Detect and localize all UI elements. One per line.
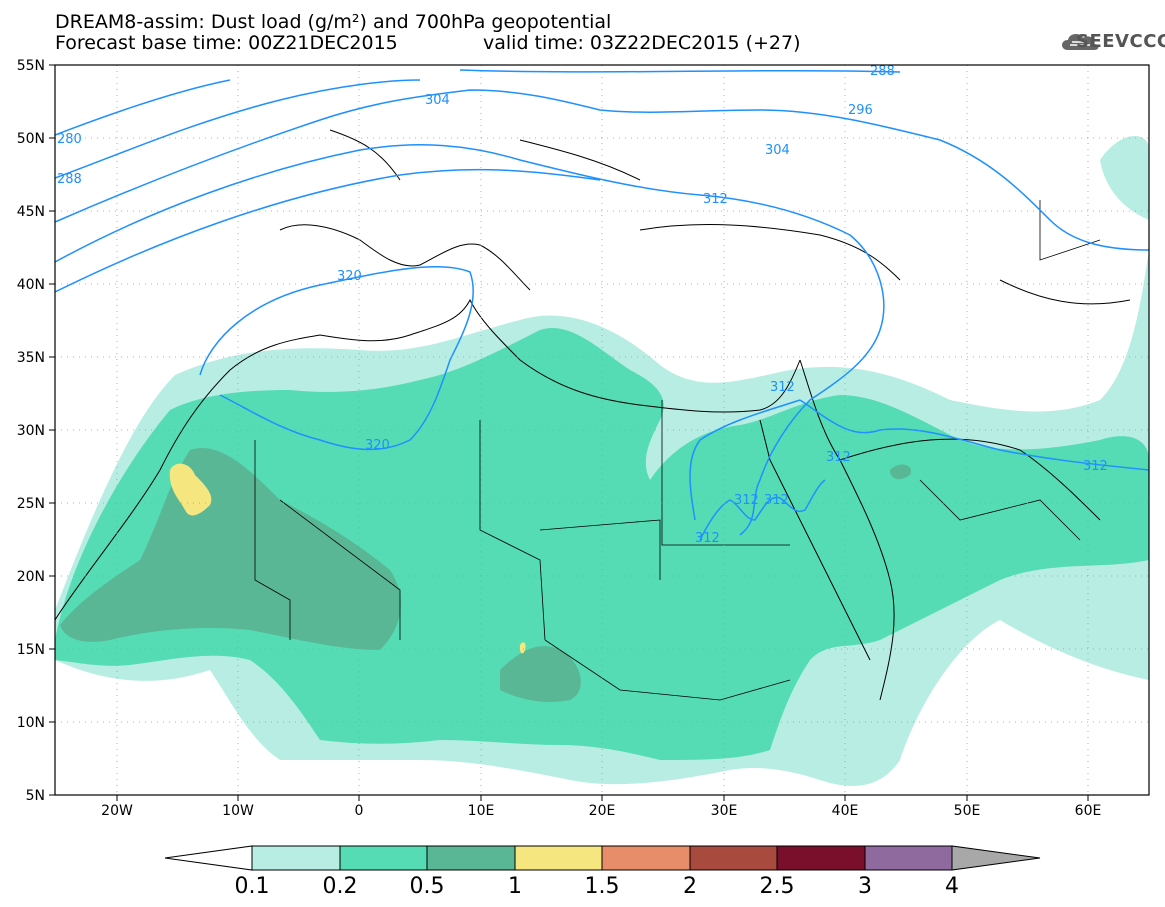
colorbar [164, 845, 1041, 871]
lon-label: 0 [355, 803, 364, 819]
contour-label: 312 [826, 450, 851, 465]
logo-text: SEEVCCC [1076, 31, 1165, 52]
colorbar-label: 2 [683, 874, 697, 899]
contour-label: 312 [695, 531, 720, 546]
geopotential-contours [55, 69, 1149, 541]
lon-label: 20E [589, 803, 616, 819]
contour-label: 312 [734, 493, 759, 508]
contour-label: 320 [337, 269, 362, 284]
lat-label: 15N [17, 642, 45, 658]
colorbar-swatch [689, 845, 778, 871]
colorbar-label: 0.1 [235, 874, 270, 899]
colorbar-swatch [514, 845, 603, 871]
axis-ticks [49, 64, 1089, 801]
colorbar-label: 0.2 [323, 874, 358, 899]
contour-label: 312 [770, 380, 795, 395]
dust-level-1 [169, 463, 212, 516]
lat-label: 45N [17, 204, 45, 220]
dust-level-0.1-caspian [1100, 136, 1149, 220]
dust-level-0.2 [55, 328, 1149, 760]
colorbar-label: 3 [858, 874, 872, 899]
lat-label: 25N [17, 496, 45, 512]
lat-label: 10N [17, 715, 45, 731]
colorbar-label: 0.5 [410, 874, 445, 899]
lat-label: 5N [26, 788, 45, 804]
contour-label: 312 [1083, 459, 1108, 474]
longitude-labels: 20W 10W 0 10E 20E 30E 40E 50E 60E [101, 803, 1101, 819]
colorbar-label: 4 [945, 874, 959, 899]
colorbar-swatch [864, 845, 953, 871]
colorbar-swatch [601, 845, 691, 871]
colorbar-swatch [251, 845, 341, 871]
lon-label: 20W [101, 803, 133, 819]
contour-label: 288 [57, 172, 82, 187]
dust-level-1-small [519, 642, 526, 654]
borders [254, 200, 1101, 701]
colorbar-swatch [339, 845, 428, 871]
lat-label: 30N [17, 423, 45, 439]
contour-label: 320 [365, 438, 390, 453]
colorbar-swatch [426, 845, 516, 871]
dust-level-0.5 [60, 448, 401, 650]
lon-label: 10W [222, 803, 254, 819]
colorbar-label: 1.5 [585, 874, 620, 899]
lat-label: 35N [17, 350, 45, 366]
contour-label: 312 [703, 192, 728, 207]
colorbar-upper-arrow [951, 845, 1041, 871]
lon-label: 50E [954, 803, 981, 819]
lat-label: 50N [17, 131, 45, 147]
lat-label: 55N [17, 58, 45, 74]
lon-label: 30E [711, 803, 738, 819]
colorbar-label: 1 [508, 874, 522, 899]
contour-label: 296 [848, 103, 873, 118]
cloud-logo-icon [1062, 34, 1099, 50]
latitude-labels: 55N 50N 45N 40N 35N 30N 25N 20N 15N 10N … [17, 58, 45, 804]
forecast-base-time: Forecast base time: 00Z21DEC2015 [55, 32, 398, 54]
gridlines [55, 65, 1149, 795]
lon-label: 40E [832, 803, 859, 819]
contour-label: 288 [870, 64, 895, 79]
map-title: DREAM8-assim: Dust load (g/m²) and 700hP… [55, 11, 612, 33]
colorbar-lower-arrow [164, 845, 253, 871]
coastlines [55, 129, 1131, 701]
contour-label: 312 [764, 493, 789, 508]
lon-label: 10E [468, 803, 495, 819]
colorbar-swatch [776, 845, 866, 871]
lat-label: 20N [17, 569, 45, 585]
lon-label: 60E [1075, 803, 1102, 819]
colorbar-labels: 0.1 0.2 0.5 1 1.5 2 2.5 3 4 [235, 874, 960, 899]
contour-label: 304 [425, 93, 450, 108]
contour-label: 304 [765, 143, 790, 158]
contour-label: 280 [57, 132, 82, 147]
contour-labels: 280 288 288 296 304 304 312 320 320 312 … [57, 64, 1108, 546]
lat-label: 40N [17, 277, 45, 293]
dust-level-0.5-arabia [890, 464, 911, 480]
valid-time: valid time: 03Z22DEC2015 (+27) [483, 32, 801, 54]
colorbar-label: 2.5 [760, 874, 795, 899]
dust-level-0.5-chad [500, 646, 581, 702]
